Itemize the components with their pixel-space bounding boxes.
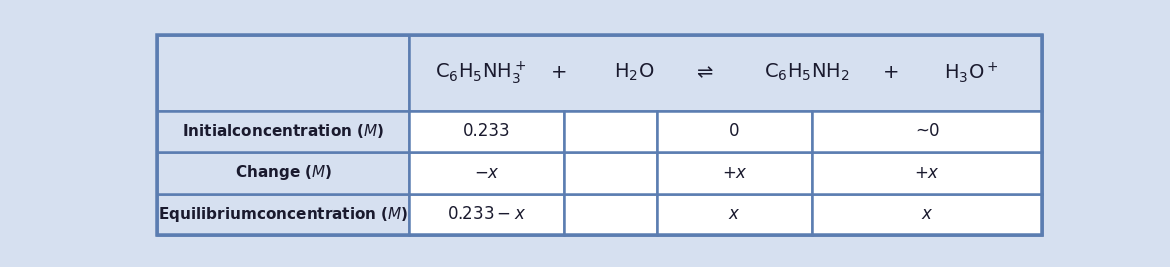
Text: $\bf{Initial concentration\ (}$$\it{M}$$\bf{)}$: $\bf{Initial concentration\ (}$$\it{M}$$… xyxy=(183,123,384,140)
Bar xyxy=(157,111,410,152)
Text: $\mathsf{H_2O}$: $\mathsf{H_2O}$ xyxy=(614,62,654,83)
Bar xyxy=(564,152,658,194)
Text: $-\mathit{x}$: $-\mathit{x}$ xyxy=(474,164,500,182)
Text: 0: 0 xyxy=(729,123,739,140)
Bar xyxy=(812,194,1042,235)
Bar xyxy=(658,194,812,235)
Text: $\mathsf{+}$: $\mathsf{+}$ xyxy=(550,63,566,82)
Text: $\mathsf{+}$: $\mathsf{+}$ xyxy=(882,63,899,82)
Bar xyxy=(658,152,812,194)
Text: $\bf{Equilibrium concentration\ (}$$\it{M}$$\bf{)}$: $\bf{Equilibrium concentration\ (}$$\it{… xyxy=(158,205,408,224)
Bar xyxy=(410,194,564,235)
Bar xyxy=(564,111,658,152)
Bar xyxy=(812,111,1042,152)
Bar xyxy=(410,111,564,152)
Text: $\mathsf{H_3O^+}$: $\mathsf{H_3O^+}$ xyxy=(944,60,998,85)
Bar xyxy=(812,152,1042,194)
Text: $0.233-\mathit{x}$: $0.233-\mathit{x}$ xyxy=(447,205,526,223)
Text: $+\mathit{x}$: $+\mathit{x}$ xyxy=(722,164,748,182)
Text: $\bf{Change\ (}$$\it{M}$$\bf{)}$: $\bf{Change\ (}$$\it{M}$$\bf{)}$ xyxy=(235,163,332,182)
Text: $+\mathit{x}$: $+\mathit{x}$ xyxy=(914,164,940,182)
Text: $\mathsf{C_6H_5NH_2}$: $\mathsf{C_6H_5NH_2}$ xyxy=(764,62,849,83)
Bar xyxy=(157,152,410,194)
Bar xyxy=(410,34,1042,111)
Text: ~0: ~0 xyxy=(915,123,940,140)
Text: $\mathit{x}$: $\mathit{x}$ xyxy=(729,205,741,223)
Bar xyxy=(658,111,812,152)
Bar xyxy=(157,34,410,111)
Bar xyxy=(564,194,658,235)
Bar xyxy=(157,194,410,235)
Bar xyxy=(410,152,564,194)
Text: $\mathit{x}$: $\mathit{x}$ xyxy=(921,205,934,223)
Text: $\mathsf{C_6H_5NH_3^+}$: $\mathsf{C_6H_5NH_3^+}$ xyxy=(435,59,525,86)
Text: $\mathsf{\rightleftharpoons}$: $\mathsf{\rightleftharpoons}$ xyxy=(693,63,714,82)
Text: 0.233: 0.233 xyxy=(463,123,510,140)
